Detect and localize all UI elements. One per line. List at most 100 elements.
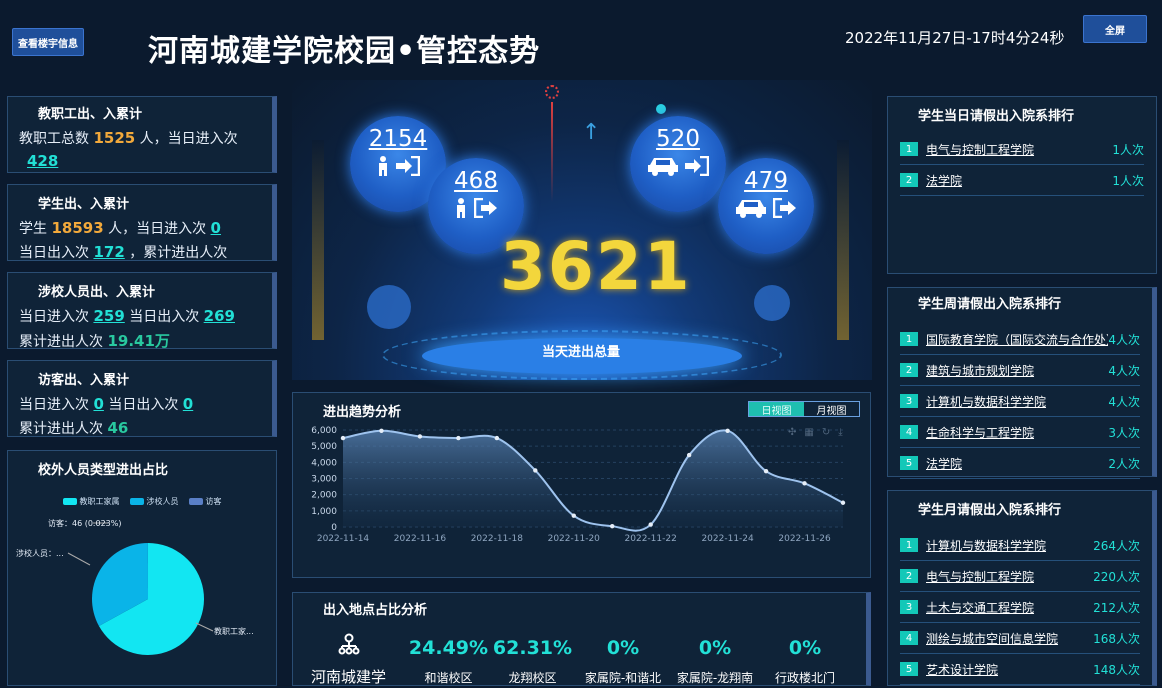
pie-slice-related[interactable]: [92, 543, 148, 627]
rank-count: 1人次: [1112, 142, 1144, 157]
trend-point[interactable]: [379, 428, 384, 434]
legend-item-family[interactable]: 教职工家属: [62, 496, 120, 507]
related-today-in[interactable]: 259: [93, 307, 125, 325]
trend-point[interactable]: [571, 513, 576, 518]
person-out-bubble[interactable]: 468: [428, 158, 524, 254]
tab-day-view[interactable]: 日视图: [749, 402, 804, 417]
y-tick-label: 4,000: [311, 458, 337, 468]
list-item[interactable]: 2 电气与控制工程学院 220人次: [900, 561, 1140, 592]
college-name[interactable]: 生命科学与工程学院: [926, 425, 1035, 440]
legend-item-visitor[interactable]: 访客: [188, 496, 222, 507]
staff-panel-title: 教职工出、入累计: [38, 107, 143, 122]
leave-month-list: 1 计算机与数据科学学院 264人次 2 电气与控制工程学院 220人次 3 土木与交通工…: [900, 530, 1140, 685]
location-item[interactable]: 24.49% 和谐校区: [401, 637, 496, 686]
related-today-out[interactable]: 269: [203, 307, 235, 325]
list-item[interactable]: 2 法学院 1人次: [900, 165, 1144, 196]
legend-item-related[interactable]: 涉校人员: [129, 496, 179, 507]
trend-point[interactable]: [494, 435, 500, 441]
fullscreen-button[interactable]: 全屏: [1083, 15, 1147, 43]
list-item[interactable]: 4 生命科学与工程学院 3人次: [900, 417, 1140, 448]
alert-dot-icon: [545, 85, 559, 99]
trend-panel: 进出趋势分析 日视图 月视图 ✣ ▦ ↻ ⤓ 0 1,000 2,000 3,000 4…: [292, 392, 871, 578]
trend-point[interactable]: [725, 428, 730, 434]
staff-today-in[interactable]: 428: [27, 152, 59, 170]
college-name[interactable]: 土木与交通工程学院: [926, 600, 1035, 615]
visitor-cumulative: 46: [107, 419, 129, 437]
visitor-out-label: 当日出入次: [108, 397, 179, 413]
trend-point[interactable]: [686, 452, 692, 458]
college-name[interactable]: 法学院: [926, 456, 963, 471]
college-name[interactable]: 电气与控制工程学院: [926, 569, 1035, 584]
download-icon[interactable]: ⤓: [838, 427, 843, 438]
related-out-label: 当日出入次: [129, 309, 200, 325]
tab-month-view[interactable]: 月视图: [804, 402, 859, 417]
zoom-icon[interactable]: ✣: [788, 427, 797, 438]
visitor-in-label: 当日进入次: [19, 397, 89, 413]
trend-point[interactable]: [456, 435, 461, 441]
marker-dot-icon: [656, 104, 666, 114]
staff-mid-label: 人，当日进入次: [139, 131, 238, 147]
trend-line: [342, 429, 844, 532]
college-name[interactable]: 计算机与数据科学学院: [926, 394, 1047, 409]
building-info-button[interactable]: 查看楼宇信息: [12, 28, 84, 56]
bar-view-icon[interactable]: ▦: [804, 427, 814, 438]
total-label: 当天进出总量: [542, 345, 621, 360]
list-item[interactable]: 1 国际教育学院（国际交流与合作处） 4人次: [900, 324, 1140, 355]
list-item[interactable]: 3 土木与交通工程学院 212人次: [900, 592, 1140, 623]
trend-point[interactable]: [648, 522, 653, 527]
y-tick-label: 2,000: [311, 491, 337, 501]
location-item[interactable]: 0% 行政楼北门: [755, 637, 855, 686]
student-today-in[interactable]: 0: [210, 219, 221, 237]
list-item[interactable]: 3 计算机与数据科学学院 4人次: [900, 386, 1140, 417]
car-in-count[interactable]: 520: [656, 126, 700, 152]
trend-point[interactable]: [802, 481, 807, 486]
list-item[interactable]: 1 电气与控制工程学院 1人次: [900, 134, 1144, 165]
list-item[interactable]: 5 艺术设计学院 148人次: [900, 654, 1140, 685]
related-cumulative: 19.41万: [107, 332, 170, 350]
college-name[interactable]: 计算机与数据科学学院: [926, 538, 1047, 553]
college-name[interactable]: 建筑与城市规划学院: [926, 363, 1035, 378]
visitor-today-out[interactable]: 0: [182, 395, 194, 413]
restore-icon[interactable]: ↻: [821, 427, 831, 438]
list-item[interactable]: 2 建筑与城市规划学院 4人次: [900, 355, 1140, 386]
trend-point[interactable]: [417, 434, 423, 439]
college-name[interactable]: 艺术设计学院: [926, 662, 999, 677]
car-out-bubble[interactable]: 479: [718, 158, 814, 254]
college-name[interactable]: 国际教育学院（国际交流与合作处）: [926, 332, 1109, 347]
y-tick-label: 6,000: [311, 426, 337, 436]
college-name[interactable]: 电气与控制工程学院: [926, 142, 1035, 157]
college-name[interactable]: 测绘与城市空间信息学院: [926, 631, 1059, 646]
trend-point[interactable]: [340, 435, 346, 441]
person-in-count[interactable]: 2154: [368, 126, 428, 152]
college-name[interactable]: 法学院: [926, 173, 963, 188]
trend-point[interactable]: [840, 500, 846, 505]
location-pct: 0%: [606, 637, 640, 659]
car-out-count[interactable]: 479: [744, 168, 788, 194]
trend-chart: 0 1,000 2,000 3,000 4,000 5,000 6,000 2022-11-…: [311, 426, 846, 544]
location-item[interactable]: 0% 家属院-和谐北: [571, 637, 675, 686]
leave-day-list: 1 电气与控制工程学院 1人次 2 法学院 1人次: [900, 134, 1144, 196]
student-today-out[interactable]: 172: [93, 243, 125, 261]
visitor-today-in[interactable]: 0: [93, 395, 104, 413]
list-item[interactable]: 4 测绘与城市空间信息学院 168人次: [900, 623, 1140, 654]
y-tick-label: 1,000: [311, 507, 337, 517]
rank-badge: 5: [900, 456, 918, 470]
x-tick-label: 2022-11-22: [625, 534, 677, 544]
pie-slice-family[interactable]: [98, 543, 205, 655]
list-item[interactable]: 1 计算机与数据科学学院 264人次: [900, 530, 1140, 561]
rank-badge: 1: [900, 142, 918, 156]
car-in-bubble[interactable]: 520: [630, 116, 726, 212]
location-item[interactable]: 0% 家属院-龙翔南: [663, 637, 767, 686]
trend-point[interactable]: [763, 469, 769, 474]
location-pct: 0%: [698, 637, 732, 659]
visitor-panel-title: 访客出、入累计: [38, 373, 130, 388]
pie-label-visitor: 访客：46 (0.023%): [48, 518, 121, 528]
location-item[interactable]: 62.31% 龙翔校区: [485, 637, 580, 686]
trend-point[interactable]: [610, 523, 615, 529]
person-out-count[interactable]: 468: [454, 168, 498, 194]
list-item[interactable]: 5 法学院 2人次: [900, 448, 1140, 479]
pie-chart: 访客：46 (0.023%) 涉校人员：... 教职工家...: [16, 518, 254, 655]
car-icon: [736, 200, 766, 218]
leave-week-list: 1 国际教育学院（国际交流与合作处） 4人次 2 建筑与城市规划学院 4人次 3 计算机与…: [900, 324, 1140, 479]
trend-point[interactable]: [533, 468, 538, 473]
